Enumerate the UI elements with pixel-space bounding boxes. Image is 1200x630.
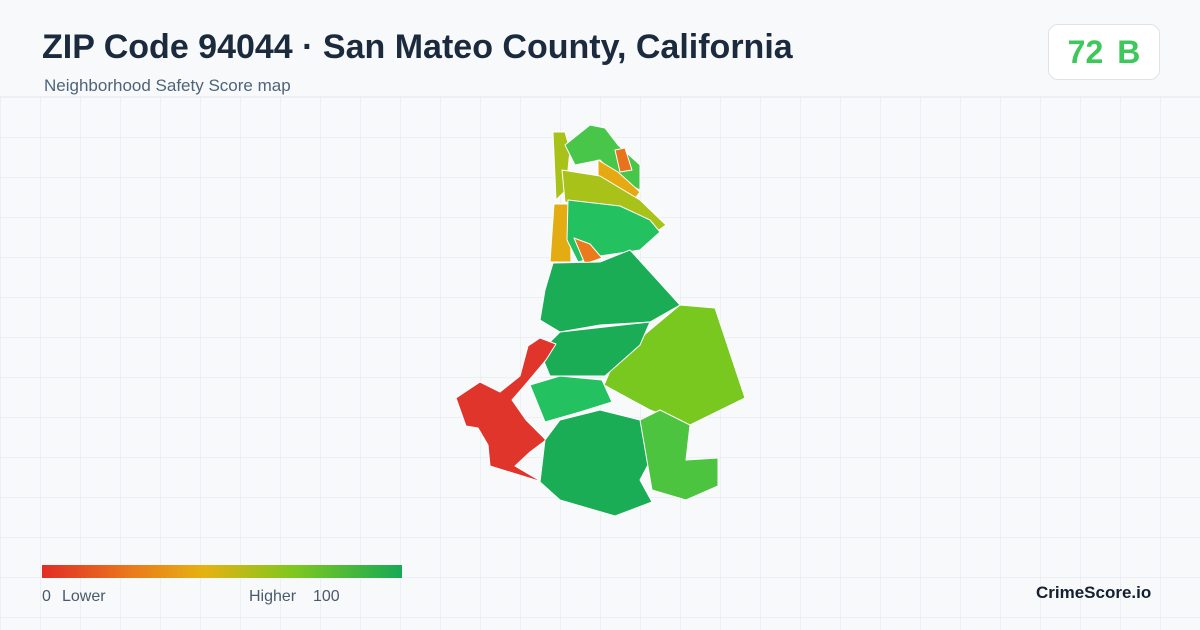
legend-min-label: Lower xyxy=(62,588,106,605)
legend-max: 100 xyxy=(313,588,340,605)
title: ZIP Code 94044 · San Mateo County, Calif… xyxy=(42,28,793,66)
legend-gradient xyxy=(42,565,402,578)
legend-min: 0 xyxy=(42,588,51,605)
legend-max-label: Higher xyxy=(249,588,297,605)
brand: CrimeScore.io xyxy=(1036,583,1152,602)
area xyxy=(549,203,572,263)
subtitle: Neighborhood Safety Score map xyxy=(44,76,291,95)
score-value: 72 xyxy=(1067,33,1104,70)
score-badge: 72 B xyxy=(1048,24,1160,80)
area xyxy=(529,375,613,423)
zip-areas xyxy=(455,124,746,517)
area xyxy=(614,147,633,173)
area xyxy=(539,249,681,333)
area xyxy=(573,237,603,265)
area xyxy=(639,409,719,501)
area xyxy=(539,409,661,517)
area xyxy=(455,337,557,483)
score-grade: B xyxy=(1117,33,1141,70)
